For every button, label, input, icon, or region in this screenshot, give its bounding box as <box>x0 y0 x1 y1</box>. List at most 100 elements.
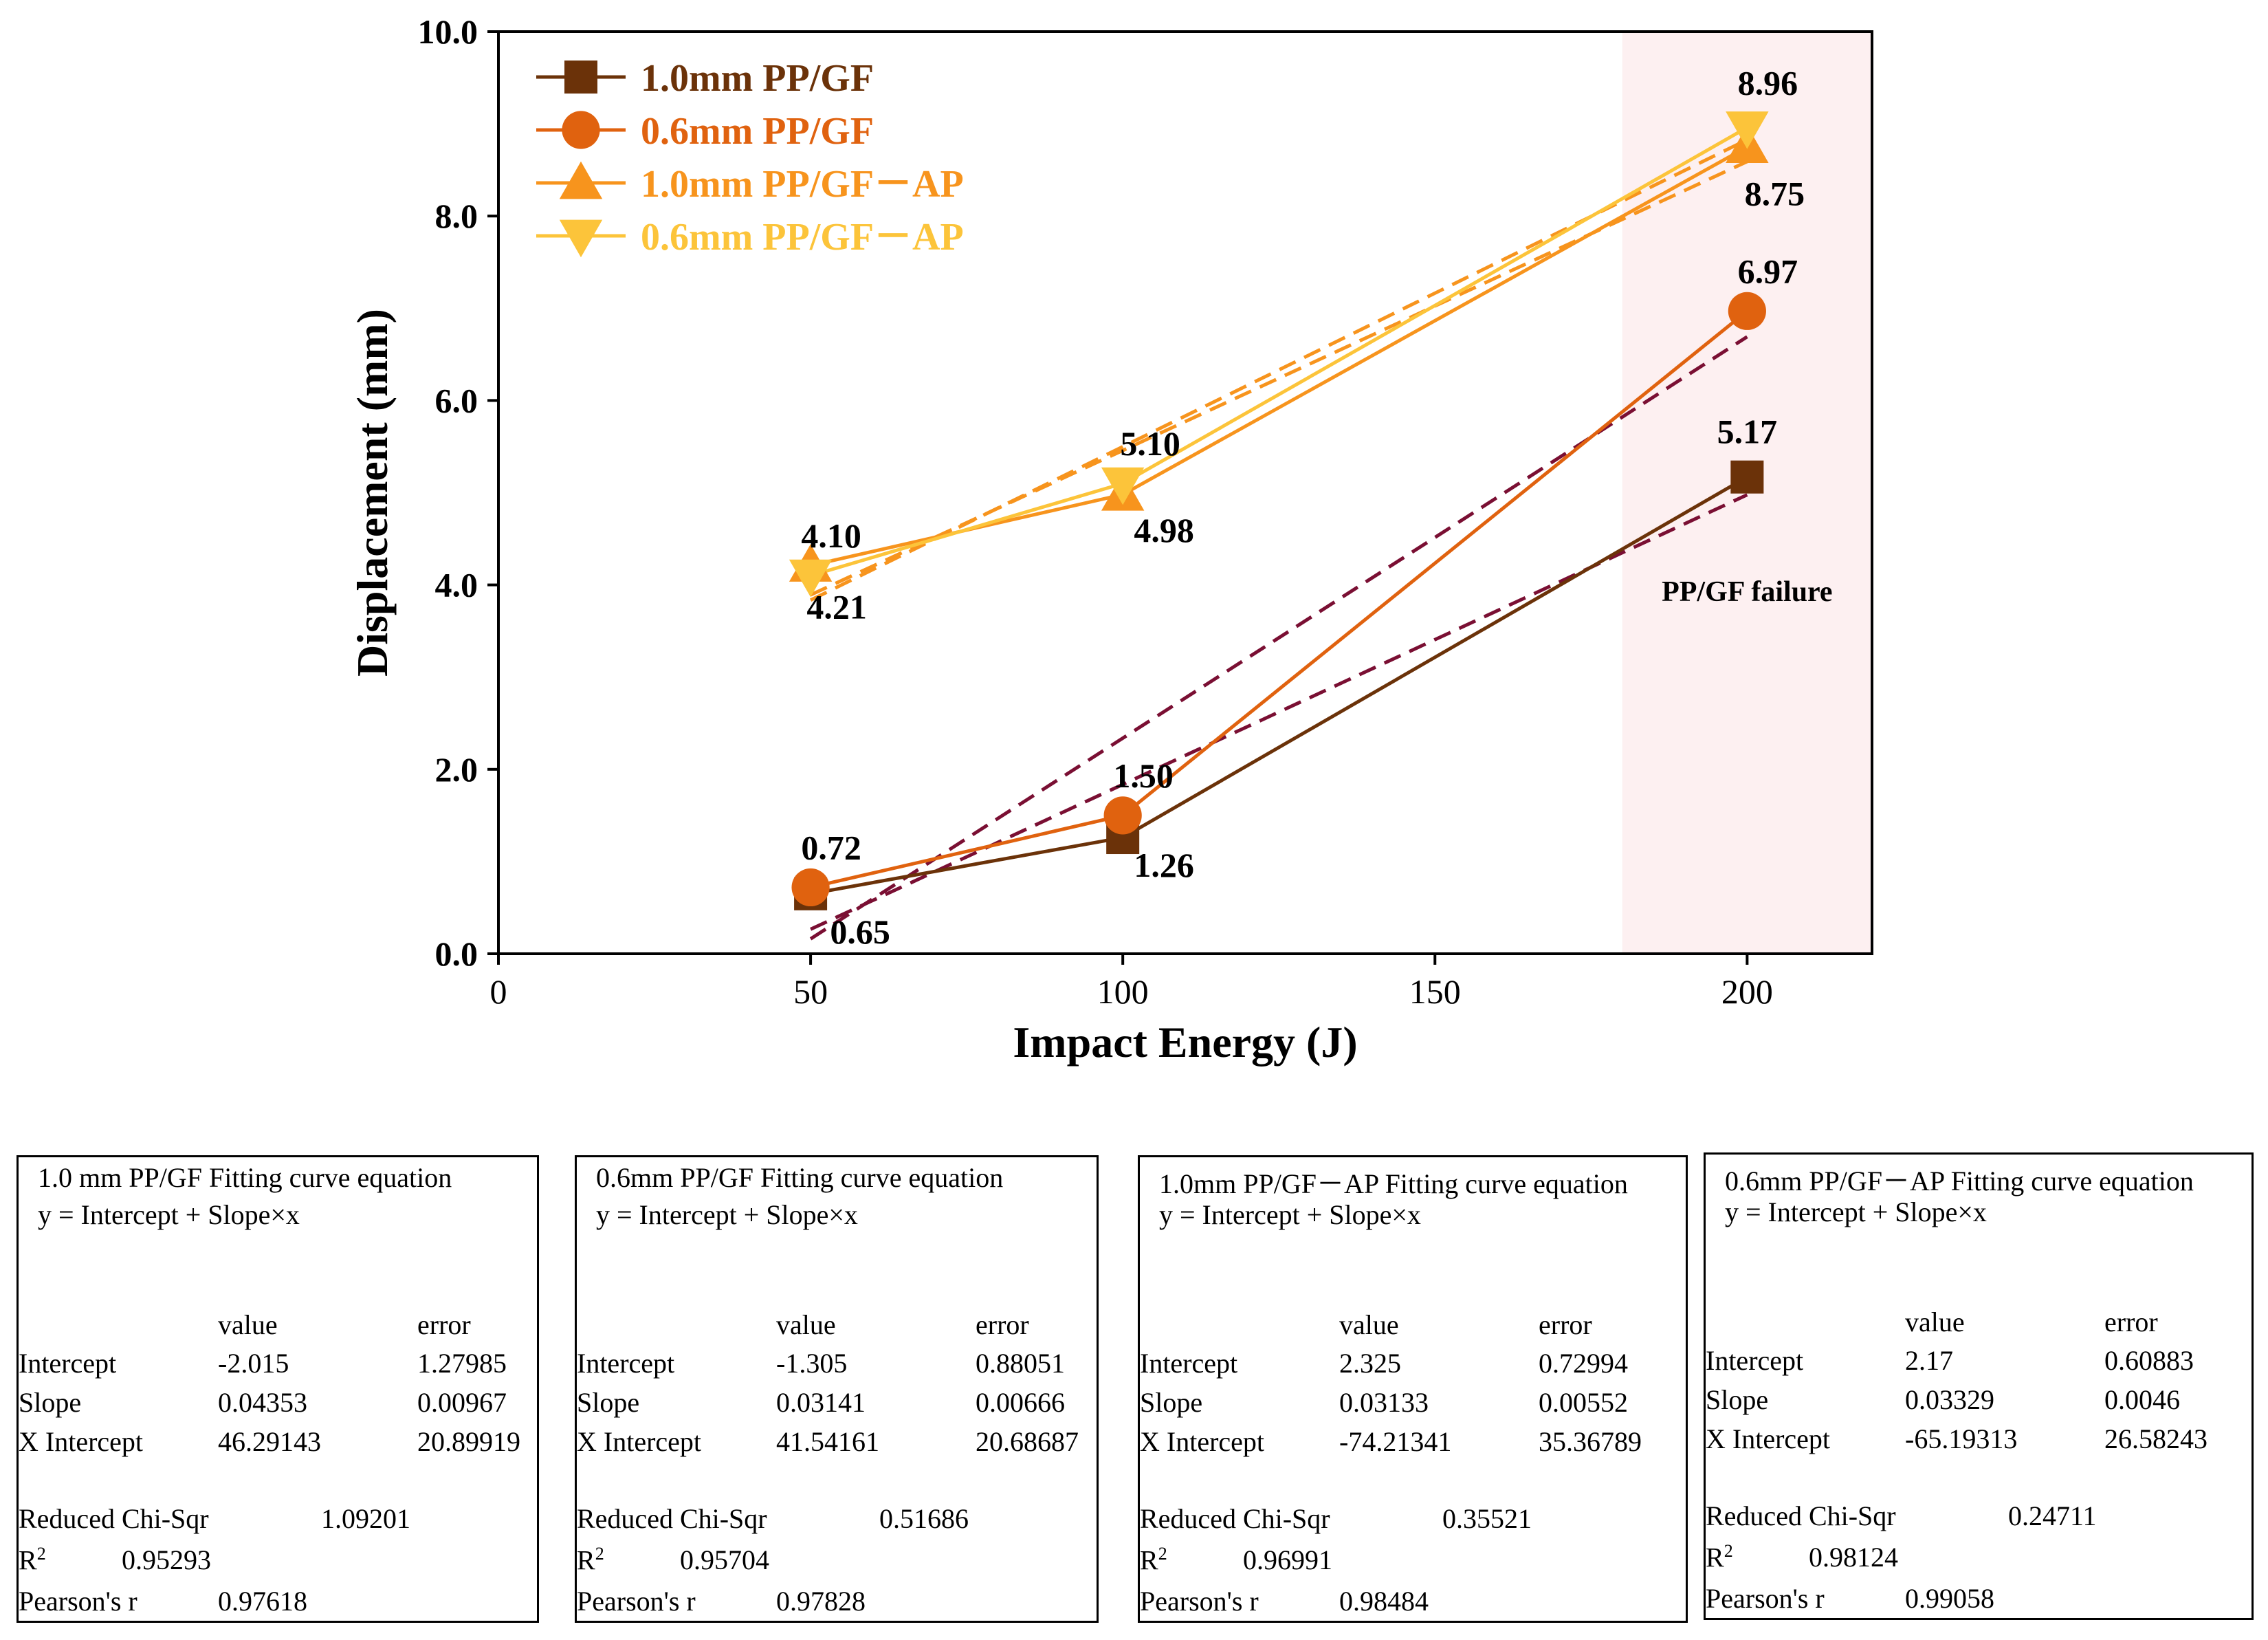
row-value: 2.325 <box>1339 1348 1401 1379</box>
pearson-label: Pearson's r <box>577 1586 696 1617</box>
markers <box>789 111 1769 910</box>
chi-value: 0.35521 <box>1442 1503 1532 1534</box>
row-value: 0.03329 <box>1905 1384 1994 1415</box>
r2-label: R2 <box>19 1544 46 1576</box>
fit-equation: y = Intercept + Slope×x <box>38 1199 300 1230</box>
x-tick-label: 200 <box>1721 972 1773 1011</box>
fit-table: 1.0 mm PP/GF Fitting curve equation y = I… <box>16 1155 539 1623</box>
row-value: -74.21341 <box>1339 1426 1452 1457</box>
col-header-value: value <box>1339 1309 1399 1340</box>
fit-equation: y = Intercept + Slope×x <box>596 1199 858 1230</box>
data-label: 5.10 <box>1120 424 1180 463</box>
row-label: Slope <box>19 1387 82 1418</box>
data-label: 5.17 <box>1717 413 1778 451</box>
chi-value: 0.24711 <box>2008 1500 2097 1531</box>
row-error: 20.68687 <box>976 1426 1079 1457</box>
data-labels: 0.65 1.26 5.17 0.72 1.50 6.97 4.21 4.98 8.75 4.10… <box>801 63 1805 950</box>
failure-region-label: PP/GF failure <box>1662 576 1832 608</box>
data-label: 4.98 <box>1134 511 1194 549</box>
r2-superscript: 2 <box>1724 1541 1733 1561</box>
data-label: 4.21 <box>806 587 867 626</box>
data-point <box>1101 467 1145 505</box>
pearson-label: Pearson's r <box>1706 1583 1825 1614</box>
fit-table-title: 0.6mm PP/GF Fitting curve equation <box>596 1162 1004 1193</box>
data-label: 6.97 <box>1738 252 1798 290</box>
pearson-value: 0.99058 <box>1905 1583 1994 1614</box>
row-error: 0.00666 <box>976 1387 1065 1418</box>
fit-table-title: 1.0 mm PP/GF Fitting curve equation <box>38 1162 452 1193</box>
chi-value: 0.51686 <box>879 1503 969 1534</box>
plot-frame <box>497 30 1873 955</box>
row-label: X Intercept <box>577 1426 702 1457</box>
col-header-error: error <box>976 1309 1029 1340</box>
pearson-value: 0.97618 <box>218 1586 307 1617</box>
fit-equation: y = Intercept + Slope×x <box>1159 1199 1421 1230</box>
row-error: 0.88051 <box>976 1348 1065 1379</box>
row-value: 46.29143 <box>218 1426 321 1457</box>
row-value: 2.17 <box>1905 1345 1953 1376</box>
row-error: 0.72994 <box>1539 1348 1628 1379</box>
legend-marker <box>559 219 603 258</box>
data-point <box>1730 460 1764 494</box>
x-tick-label: 150 <box>1409 972 1461 1011</box>
x-tick-label: 100 <box>1097 972 1149 1011</box>
y-tick-label: 0.0 <box>435 934 478 973</box>
col-header-error: error <box>417 1309 471 1340</box>
data-label: 4.10 <box>801 516 861 555</box>
data-label: 1.26 <box>1134 846 1194 884</box>
data-label: 1.50 <box>1113 756 1174 795</box>
legend: 1.0mm PP/GF 0.6mm PP/GF 1.0mm PP/GF－AP 0.6m… <box>536 57 964 259</box>
fit-lines <box>809 138 1748 941</box>
legend-marker <box>562 111 600 149</box>
chi-label: Reduced Chi-Sqr <box>1706 1500 1896 1531</box>
data-point <box>789 559 833 598</box>
fit-line <box>809 335 1748 941</box>
series-line <box>810 309 1748 889</box>
x-axis-label: Impact Energy (J) <box>1013 1018 1357 1067</box>
displacement-chart: 0.65 1.26 5.17 0.72 1.50 6.97 4.21 4.98 8.75 4.10… <box>348 12 1873 1067</box>
legend-label: 0.6mm PP/GF－AP <box>641 216 964 259</box>
pearson-label: Pearson's r <box>1140 1586 1259 1617</box>
row-error: 0.0046 <box>2104 1384 2180 1415</box>
chi-label: Reduced Chi-Sqr <box>577 1503 767 1534</box>
row-value: 0.03141 <box>776 1387 866 1418</box>
r2-value: 0.95293 <box>122 1544 211 1575</box>
row-value: 0.03133 <box>1339 1387 1429 1418</box>
row-error: 0.00967 <box>417 1387 507 1418</box>
legend-marker <box>564 61 597 94</box>
y-tick-label: 2.0 <box>435 750 478 789</box>
r2-value: 0.98124 <box>1809 1542 1898 1573</box>
row-error: 26.58243 <box>2104 1423 2208 1454</box>
r2-superscript: 2 <box>595 1544 604 1564</box>
x-tick-label: 50 <box>793 972 828 1011</box>
row-error: 0.00552 <box>1539 1387 1628 1418</box>
fit-equation: y = Intercept + Slope×x <box>1725 1196 1987 1227</box>
row-error: 0.60883 <box>2104 1345 2194 1376</box>
legend-label: 1.0mm PP/GF－AP <box>641 163 964 206</box>
pearson-value: 0.97828 <box>776 1586 866 1617</box>
x-tick-label: 0 <box>490 972 507 1011</box>
row-label: Intercept <box>577 1348 675 1379</box>
data-point <box>791 868 830 907</box>
row-value: 0.04353 <box>218 1387 307 1418</box>
data-point <box>1728 292 1766 330</box>
chi-label: Reduced Chi-Sqr <box>1140 1503 1330 1534</box>
data-label: 8.75 <box>1745 175 1805 213</box>
pearson-label: Pearson's r <box>19 1586 137 1617</box>
col-header-value: value <box>218 1309 278 1340</box>
col-header-value: value <box>776 1309 836 1340</box>
data-point <box>1103 796 1142 835</box>
fit-table-title: 0.6mm PP/GF－AP Fitting curve equation <box>1725 1166 2194 1196</box>
y-tick-label: 6.0 <box>435 381 478 419</box>
y-tick-label: 8.0 <box>435 197 478 235</box>
legend-label: 1.0mm PP/GF <box>641 57 874 100</box>
chi-label: Reduced Chi-Sqr <box>19 1503 209 1534</box>
row-label: Intercept <box>19 1348 117 1379</box>
col-header-value: value <box>1905 1306 1965 1337</box>
pearson-value: 0.98484 <box>1339 1586 1429 1617</box>
row-error: 20.89919 <box>417 1426 520 1457</box>
row-label: Intercept <box>1140 1348 1238 1379</box>
legend-marker <box>559 161 603 199</box>
row-label: X Intercept <box>1140 1426 1265 1457</box>
chi-value: 1.09201 <box>321 1503 410 1534</box>
